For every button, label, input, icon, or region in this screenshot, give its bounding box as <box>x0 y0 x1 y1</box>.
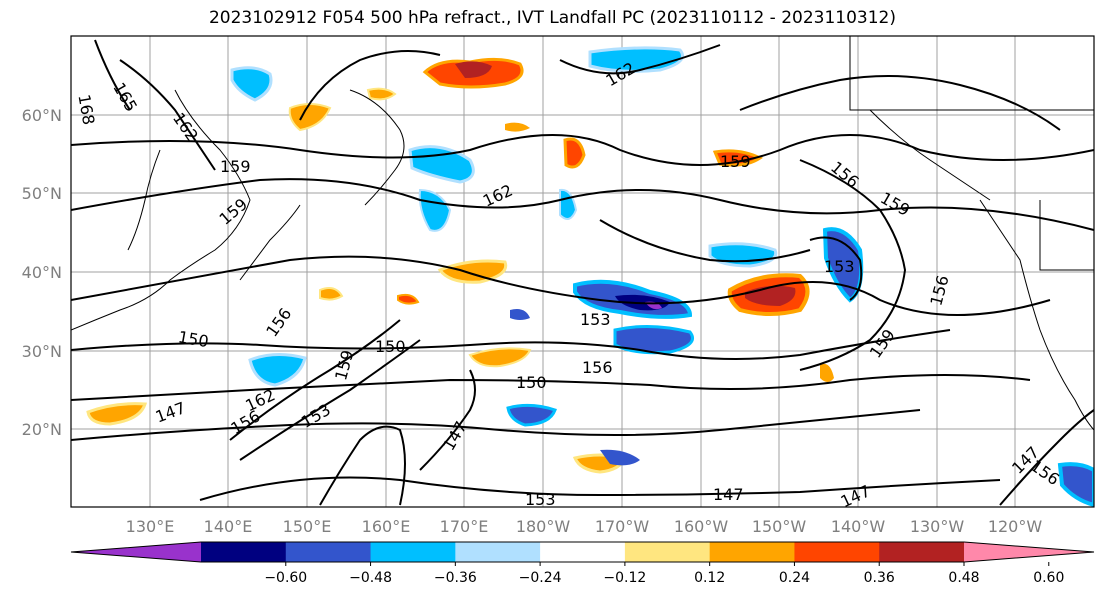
lat-tick-label: 20°N <box>22 420 62 439</box>
colorbar-extend-high <box>964 542 1094 562</box>
map-title: 2023102912 F054 500 hPa refract., IVT La… <box>208 8 896 28</box>
patch <box>708 242 778 268</box>
colorbar-bin <box>794 542 880 562</box>
contour-label: 156 <box>582 358 613 377</box>
lon-tick-label: 170°E <box>440 517 489 536</box>
patch <box>468 347 532 368</box>
lat-tick-label: 60°N <box>22 106 62 125</box>
contour-label: 153 <box>525 490 556 509</box>
colorbar-tick-label: 0.48 <box>948 570 979 586</box>
colorbar: −0.60 −0.48 −0.36 −0.24 −0.12 0.12 0.24 0.36 0.4… <box>70 541 1095 586</box>
colorbar-tick-label: 0.24 <box>779 570 810 586</box>
patch <box>86 402 148 426</box>
contour-label: 150 <box>516 373 547 392</box>
patch <box>563 137 586 169</box>
patch <box>712 149 763 167</box>
patch <box>600 449 640 466</box>
contour-label: 159 <box>720 152 751 171</box>
patch <box>418 188 452 232</box>
colorbar-tick-label: −0.36 <box>434 570 477 586</box>
colorbar-bin <box>709 542 795 562</box>
lon-tick-label: 180°W <box>516 517 571 536</box>
contour-label: 159 <box>220 157 251 176</box>
colorbar-tick-label: −0.48 <box>349 570 392 586</box>
colorbar-tick-label: 0.36 <box>864 570 895 586</box>
patch <box>230 66 273 102</box>
lat-tick-label: 30°N <box>22 342 62 361</box>
colorbar-tick-label: −0.60 <box>264 570 307 586</box>
lon-tick-label: 140°W <box>831 517 886 536</box>
patch <box>437 259 508 284</box>
contour-label: 150 <box>375 337 406 356</box>
lon-axis: 130°E 140°E 150°E 160°E 170°E 180°W 170°W 160°W… <box>126 517 1043 536</box>
patch <box>1057 462 1094 507</box>
lon-tick-label: 120°W <box>988 517 1043 536</box>
patch <box>248 353 307 387</box>
contour-lines <box>71 39 1094 506</box>
patch <box>366 87 397 101</box>
lon-tick-label: 150°W <box>752 517 807 536</box>
lon-tick-label: 130°E <box>126 517 175 536</box>
colorbar-bin <box>201 542 287 562</box>
lon-tick-label: 160°W <box>674 517 729 536</box>
colorbar-bin <box>540 542 626 562</box>
lon-tick-label: 160°E <box>362 517 411 536</box>
colorbar-bin <box>285 542 372 562</box>
patch <box>588 46 684 73</box>
lon-tick-label: 130°W <box>910 517 965 536</box>
colorbar-extend-low <box>71 542 201 562</box>
contour-label: 153 <box>580 310 611 329</box>
colorbar-bin <box>879 542 965 562</box>
patch <box>397 293 420 305</box>
patch <box>455 61 492 78</box>
lon-tick-label: 140°E <box>204 517 253 536</box>
patch <box>613 324 694 355</box>
colorbar-bin <box>624 542 711 562</box>
colorbar-tick-label: −0.12 <box>603 570 646 586</box>
lat-axis: 60°N 50°N 40°N 30°N 20°N <box>22 106 62 439</box>
patch <box>510 309 530 320</box>
contour-label: 147 <box>713 485 744 504</box>
lat-tick-label: 50°N <box>22 184 62 203</box>
plot-border <box>70 35 1095 508</box>
colorbar-bin <box>370 542 456 562</box>
patch <box>820 363 834 382</box>
patch <box>505 122 530 132</box>
lat-tick-label: 40°N <box>22 263 62 282</box>
contour-label: 153 <box>824 257 855 276</box>
colorbar-tick-label: 0.60 <box>1033 570 1064 586</box>
lon-tick-label: 170°W <box>595 517 650 536</box>
colorbar-bin <box>455 542 541 562</box>
shaded-fields <box>86 46 1094 507</box>
colorbar-outline <box>70 541 1095 563</box>
lon-tick-label: 150°E <box>283 517 332 536</box>
patch <box>319 287 344 301</box>
colorbar-tick-label: 0.12 <box>694 570 725 586</box>
colorbar-tick-label: −0.24 <box>519 570 562 586</box>
patch <box>506 403 557 427</box>
